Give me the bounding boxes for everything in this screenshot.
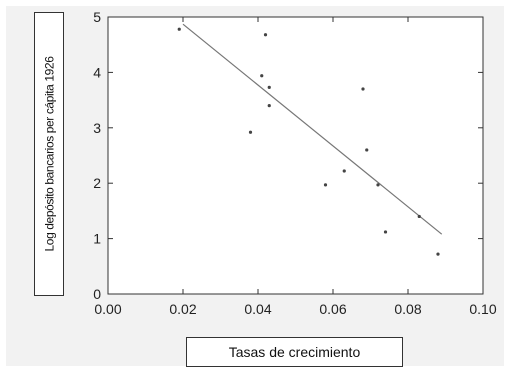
axis-ticks: 0.00 0.02 0.04 0.06 0.08 0.10 0 1 2 3 4 5 bbox=[93, 9, 497, 317]
data-point bbox=[267, 104, 271, 108]
data-point bbox=[436, 252, 440, 256]
x-axis-label: Tasas de crecimiento bbox=[228, 344, 361, 360]
trendline-layer bbox=[182, 23, 443, 235]
x-axis-label-box: Tasas de crecimiento bbox=[186, 337, 403, 367]
y-axis-label-box: Log depósito bancarios per cápita 1926 bbox=[34, 12, 64, 296]
data-point bbox=[342, 169, 346, 173]
y-tick-label: 2 bbox=[93, 175, 101, 191]
x-tick-label: 0.10 bbox=[469, 301, 496, 317]
x-tick-label: 0.06 bbox=[319, 301, 346, 317]
data-point bbox=[260, 74, 264, 78]
data-point bbox=[365, 148, 369, 152]
y-axis-label: Log depósito bancarios per cápita 1926 bbox=[42, 56, 57, 252]
y-tick-label: 3 bbox=[93, 120, 101, 136]
data-point bbox=[267, 85, 271, 89]
y-tick-label: 5 bbox=[93, 9, 101, 25]
x-tick-label: 0.02 bbox=[169, 301, 196, 317]
x-tick-label: 0.04 bbox=[244, 301, 271, 317]
y-tick-label: 1 bbox=[93, 231, 101, 247]
data-point bbox=[263, 33, 268, 37]
data-point bbox=[417, 214, 421, 219]
data-point bbox=[248, 130, 253, 134]
data-point bbox=[177, 27, 181, 31]
data-point bbox=[376, 183, 380, 187]
data-point bbox=[323, 183, 328, 187]
x-tick-label: 0.08 bbox=[394, 301, 421, 317]
x-tick-label: 0.00 bbox=[94, 301, 121, 317]
plot-area bbox=[107, 16, 484, 295]
regression-line bbox=[182, 23, 443, 235]
y-tick-label: 4 bbox=[93, 64, 101, 80]
data-points bbox=[177, 27, 440, 256]
data-point bbox=[383, 230, 388, 234]
data-point bbox=[361, 87, 365, 91]
y-tick-label: 0 bbox=[93, 286, 101, 302]
